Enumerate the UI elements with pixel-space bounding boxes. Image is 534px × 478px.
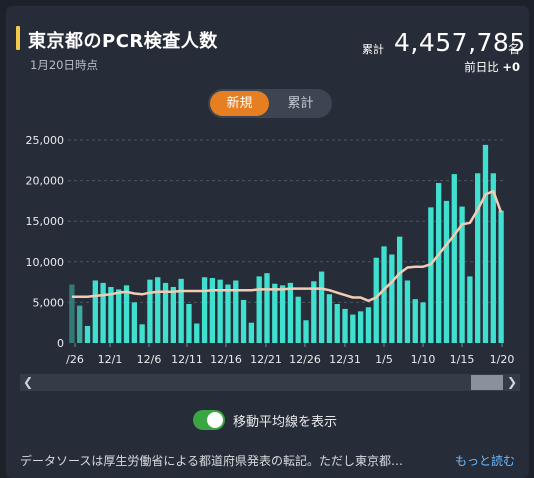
- chevron-right-icon[interactable]: ❯: [506, 375, 518, 389]
- bar: [256, 276, 262, 343]
- bar: [248, 322, 255, 343]
- bar: [139, 324, 145, 343]
- bar: [482, 144, 489, 343]
- bar: [209, 278, 216, 343]
- bar: [428, 207, 434, 343]
- bar: [287, 282, 294, 343]
- bar: [334, 304, 340, 343]
- bar: [123, 285, 130, 343]
- x-tick-label: 1/10: [411, 353, 436, 366]
- bar: [147, 279, 153, 343]
- bar: [365, 307, 372, 343]
- bar: [459, 206, 465, 343]
- bar: [131, 302, 137, 343]
- bar: [326, 294, 333, 343]
- moving-average-label: 移動平均線を表示: [233, 415, 338, 430]
- x-tick-label: 12/6: [137, 353, 162, 366]
- bar: [272, 283, 278, 343]
- bar: [443, 200, 450, 343]
- bar: [217, 279, 223, 343]
- bar: [350, 314, 356, 343]
- bar: [404, 280, 411, 343]
- bar: [279, 285, 286, 343]
- title-accent-bar: [16, 26, 20, 50]
- read-more-link[interactable]: もっと読む: [455, 454, 516, 468]
- x-tick-label: 12/26: [289, 353, 321, 366]
- bar: [303, 320, 309, 343]
- bar: [412, 299, 418, 343]
- y-tick-label: 15,000: [26, 215, 65, 228]
- bar: [264, 273, 270, 343]
- switch-knob: [207, 412, 223, 428]
- bar: [116, 289, 122, 343]
- bar: [155, 277, 161, 343]
- y-tick-label: 5,000: [33, 296, 65, 309]
- bar: [490, 173, 496, 343]
- bar: [233, 280, 239, 343]
- bar: [162, 282, 169, 343]
- x-tick-label: 1/20: [490, 353, 515, 366]
- bar: [194, 323, 200, 343]
- moving-average-line: [71, 189, 503, 303]
- diff-value: +0: [502, 60, 520, 74]
- diff-label: 前日比: [464, 60, 499, 74]
- x-tick-label: 1/5: [375, 353, 393, 366]
- bar: [498, 210, 504, 343]
- bar: [170, 286, 177, 343]
- x-tick-label: 12/16: [210, 353, 242, 366]
- moving-average-switch[interactable]: [193, 410, 225, 430]
- source-note: データソースは厚生労働省による都道府県発表の転記。ただし東京都…: [20, 454, 404, 468]
- chart-scrollbar[interactable]: ❮ ❯: [20, 374, 520, 391]
- bar: [389, 254, 395, 343]
- bar: [295, 296, 301, 343]
- day-over-day: 前日比 +0: [464, 59, 520, 75]
- bar: [240, 299, 247, 343]
- bar: [201, 277, 208, 343]
- y-tick-label: 0: [57, 337, 64, 350]
- bar: [373, 257, 379, 343]
- total-label: 累計: [362, 43, 384, 56]
- y-tick-label: 25,000: [26, 134, 65, 147]
- x-tick-label: /26: [66, 353, 84, 366]
- x-tick-label: 12/31: [329, 353, 361, 366]
- bar: [381, 246, 387, 343]
- page-title: 東京都のPCR検査人数: [28, 31, 218, 52]
- bar: [342, 308, 348, 343]
- bar: [84, 325, 91, 343]
- x-tick-label: 12/21: [250, 353, 282, 366]
- bar: [178, 278, 184, 343]
- tab-cumulative[interactable]: 累計: [287, 96, 314, 111]
- bar: [225, 284, 231, 343]
- bar: [467, 276, 473, 343]
- bar: [475, 173, 481, 343]
- bar: [108, 286, 114, 343]
- x-tick-label: 1/15: [450, 353, 475, 366]
- bar: [77, 305, 83, 343]
- bar: [311, 281, 317, 343]
- tab-new[interactable]: 新規: [210, 91, 269, 116]
- bar: [436, 183, 442, 343]
- bar: [186, 304, 192, 343]
- total-value: 4,457,785: [394, 28, 526, 57]
- scrollbar-thumb[interactable]: [471, 375, 503, 390]
- total-unit: 名: [508, 42, 521, 56]
- bar: [318, 271, 325, 343]
- as-of-date: 1月20日時点: [30, 58, 98, 72]
- pcr-bar-chart: 0 5,000 10,000 15,000 20,000 25,000/26 12/1 12/…: [26, 134, 515, 366]
- bar: [357, 311, 364, 343]
- x-tick-label: 12/11: [171, 353, 203, 366]
- chart-card: [6, 6, 529, 478]
- chevron-left-icon[interactable]: ❮: [22, 375, 34, 389]
- bar: [420, 302, 426, 343]
- x-tick-label: 12/1: [98, 353, 123, 366]
- bar: [396, 236, 403, 343]
- y-tick-label: 10,000: [26, 256, 65, 269]
- bar: [100, 282, 106, 343]
- bar: [92, 280, 98, 343]
- y-tick-label: 20,000: [26, 175, 65, 188]
- bar: [451, 174, 457, 343]
- bar: [69, 284, 75, 343]
- view-toggle: 新規 累計: [208, 89, 332, 118]
